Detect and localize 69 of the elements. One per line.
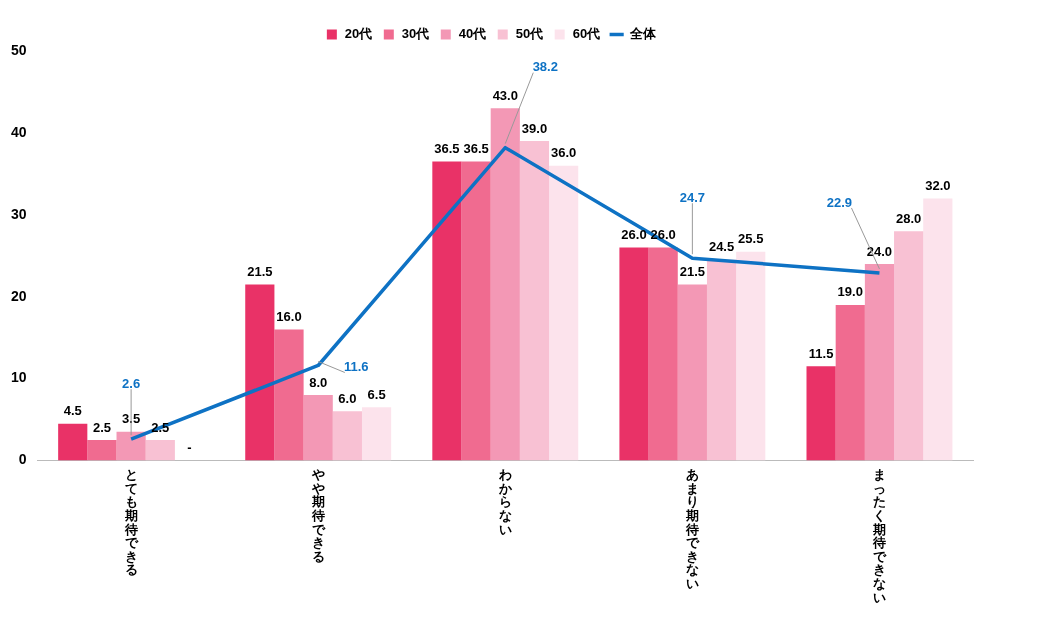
y-tick-label: 50 [10, 41, 27, 58]
data-label: 21.5 [247, 263, 273, 279]
bar [87, 440, 117, 461]
bar [736, 251, 766, 461]
bar [116, 431, 146, 461]
data-label: 3.5 [122, 411, 141, 427]
bar [58, 423, 88, 461]
bar [245, 284, 275, 461]
data-label: 24.7 [679, 189, 706, 205]
data-label: 16.0 [276, 309, 302, 325]
data-label: 26.0 [621, 227, 647, 243]
data-label: 2.6 [122, 375, 141, 391]
bar [361, 407, 392, 461]
bar [648, 247, 678, 461]
data-label: 43.0 [492, 87, 518, 103]
bar [894, 231, 924, 461]
data-label: 38.2 [532, 59, 558, 75]
bar [619, 247, 649, 461]
data-label: 8.0 [309, 374, 328, 390]
bar [864, 263, 895, 461]
data-label: 4.5 [63, 403, 82, 419]
legend-label: 50代 [515, 26, 544, 42]
x-tick-label: わからない [497, 466, 513, 537]
data-label: 11.6 [343, 359, 369, 375]
bar [461, 161, 491, 461]
data-label: 25.5 [738, 231, 764, 247]
data-label: 39.0 [521, 120, 548, 136]
bar [677, 284, 707, 461]
bar [549, 165, 579, 461]
data-label: 2.5 [92, 419, 111, 435]
data-label: 24.5 [708, 239, 735, 255]
bar [519, 141, 550, 461]
legend-label: 全体 [628, 26, 657, 42]
bar [706, 259, 737, 461]
y-tick-label: 20 [10, 287, 27, 304]
bar [332, 411, 362, 461]
y-tick-label: 30 [10, 205, 27, 222]
data-label: 28.0 [895, 210, 922, 226]
text: - [187, 440, 192, 456]
bar [490, 108, 520, 461]
bar [835, 304, 865, 461]
data-label: 32.0 [925, 178, 951, 193]
bar [145, 440, 175, 461]
data-label: 6.5 [367, 386, 386, 402]
bar [923, 198, 953, 461]
x-tick-label: とても期待できる [123, 466, 139, 578]
y-tick-label: 40 [10, 123, 27, 140]
data-label: 19.0 [837, 284, 863, 300]
y-tick-label: 10 [10, 369, 27, 386]
data-label: 36.0 [551, 145, 577, 161]
bar [806, 366, 836, 461]
bar [274, 329, 304, 461]
y-tick-label: 0 [18, 451, 27, 468]
data-label: 6.0 [338, 390, 357, 406]
category-label: まったく期待できない [872, 466, 886, 605]
category-label: あまり期待できない [685, 466, 699, 592]
data-label: 36.5 [434, 141, 460, 157]
data-label: 24.0 [866, 243, 893, 259]
x-tick-label: やや期待できる [310, 466, 326, 564]
legend-label: 40代 [458, 26, 487, 42]
legend-label: 30代 [401, 26, 430, 42]
legend-label: 60代 [572, 26, 601, 42]
bar [303, 394, 333, 461]
data-label: 11.5 [808, 345, 834, 361]
data-label: 22.9 [826, 194, 853, 210]
bar [432, 161, 462, 461]
data-label: 36.5 [463, 141, 489, 157]
data-label: 21.5 [679, 263, 706, 279]
legend-label: 20代 [344, 26, 373, 42]
